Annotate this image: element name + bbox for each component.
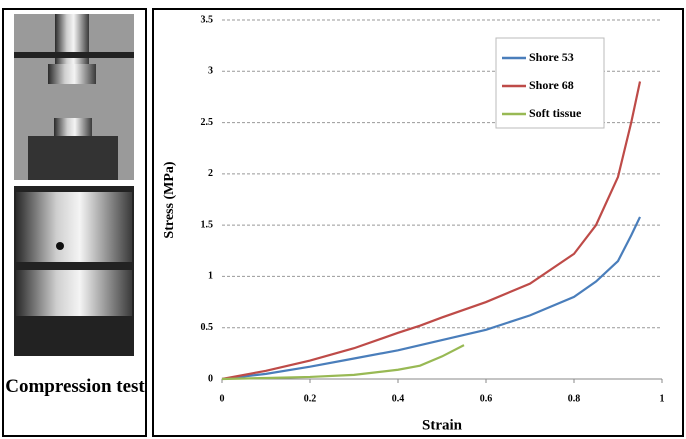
y-axis-label: Stress (MPa) [162,161,177,238]
photo-part [48,64,96,84]
line [221,216,641,381]
photo-part [14,52,134,58]
y-tick-label: 1 [208,271,213,282]
x-tick-label: 0.8 [568,393,581,404]
x-tick-label: 0.6 [480,393,493,404]
photo-part [16,192,132,262]
y-tick-label: 3.5 [201,14,214,25]
legend-label: Shore 53 [529,50,574,64]
photo-part [54,118,92,136]
line [221,344,465,381]
photo-part [16,270,132,316]
chart: 0 0.5 1 1.5 2 2.5 3 3.5 0 0.2 0.4 0.6 0.8 1 Strain Stre… [162,14,664,433]
legend-label: Shore 68 [529,78,574,92]
x-tick-label: 1 [660,393,665,404]
y-tick-label: 2.5 [201,117,214,128]
y-tick-label: 1.5 [201,219,214,230]
photo-part [56,242,64,250]
y-tick-label: 3 [208,66,213,77]
y-tick-label: 0.5 [201,322,214,333]
x-tick-label: 0.2 [304,393,317,404]
x-axis-label: Strain [422,417,463,433]
y-tick-label: 2 [208,168,213,179]
x-tick-label: 0 [220,393,225,404]
x-tick-label: 0.4 [392,393,405,404]
y-tick-label: 0 [208,373,213,384]
photo-part [28,136,118,180]
legend-label: Soft tissue [529,106,582,120]
line [221,81,642,381]
panel-label: Compression test [5,376,145,397]
